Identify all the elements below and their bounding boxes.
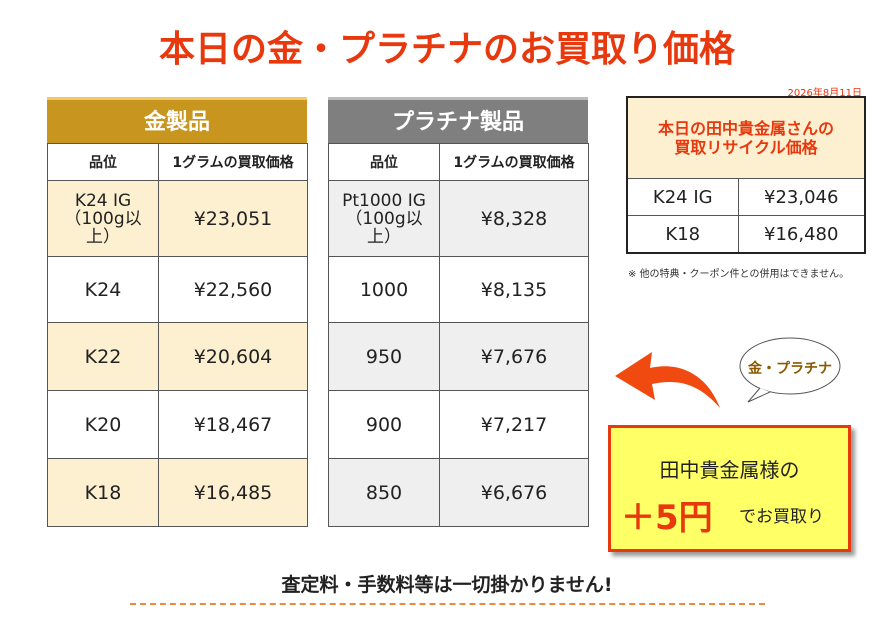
gold-heading: 金製品 [47, 97, 307, 143]
column-header: 1グラムの買取価格 [439, 143, 589, 181]
row: K22 ¥20,604 [47, 322, 308, 391]
row: Pt1000 IG（100g以上） ¥8,328 [328, 180, 589, 257]
reference-table: 本日の田中貴金属さんの 買取リサイクル価格 K24 IG ¥23,046 K18 ¥16,… [626, 96, 866, 254]
price: ¥6,676 [439, 458, 589, 527]
row: 900 ¥7,217 [328, 390, 589, 459]
row: K20 ¥18,467 [47, 390, 308, 459]
price: ¥16,480 [737, 215, 866, 254]
bubble-tail [747, 387, 771, 403]
note: ※ 他の特典・クーポン件との併用はできません。 [628, 269, 850, 280]
heading-line: 買取リサイクル価格 [674, 138, 818, 157]
row: K24 IG（100g以上） ¥23,051 [47, 180, 308, 257]
price: ¥16,485 [158, 458, 308, 527]
price: ¥22,560 [158, 256, 308, 323]
column-header-row: 品位 1グラムの買取価格 [47, 143, 308, 181]
row: 850 ¥6,676 [328, 458, 589, 527]
price: ¥20,604 [158, 322, 308, 391]
price: ¥23,046 [737, 178, 866, 216]
row: K24 ¥22,560 [47, 256, 308, 323]
footer-rule [130, 603, 765, 605]
grade: 850 [328, 458, 440, 527]
grade: K22 [47, 322, 159, 391]
promo-bonus: ＋5円 [621, 498, 713, 538]
date: 2026年8月11日 [787, 88, 862, 99]
grade: K18 [626, 215, 739, 254]
row: K18 ¥16,480 [626, 215, 866, 254]
arrow [615, 352, 720, 408]
column-header: 品位 [47, 143, 159, 181]
grade: 950 [328, 322, 440, 391]
bubble-shape [739, 337, 841, 395]
row: K18 ¥16,485 [47, 458, 308, 527]
platinum-table: 品位 1グラムの買取価格 Pt1000 IG（100g以上） ¥8,328 1000 ¥8… [328, 143, 589, 527]
footer: 査定料・手数料等は一切掛かりません! [281, 574, 613, 596]
grade: K20 [47, 390, 159, 459]
column-header: 1グラムの買取価格 [158, 143, 308, 181]
grade: Pt1000 IG（100g以上） [328, 180, 440, 257]
bubble-text: 金・プラチナ [748, 361, 832, 377]
grade: K24 [47, 256, 159, 323]
gold-table: 品位 1グラムの買取価格 K24 IG（100g以上） ¥23,051 K24 ¥22,5… [47, 143, 308, 527]
column-header: 品位 [328, 143, 440, 181]
row: 1000 ¥8,135 [328, 256, 589, 323]
grade: 1000 [328, 256, 440, 323]
price: ¥18,467 [158, 390, 308, 459]
grade: K18 [47, 458, 159, 527]
heading-row: 本日の田中貴金属さんの 買取リサイクル価格 [626, 96, 866, 179]
grade: K24 IG（100g以上） [47, 180, 159, 257]
price: ¥8,328 [439, 180, 589, 257]
title: 本日の金・プラチナのお買取り価格 [158, 29, 735, 70]
platinum-heading: プラチナ製品 [328, 97, 588, 143]
price: ¥7,676 [439, 322, 589, 391]
row: 950 ¥7,676 [328, 322, 589, 391]
price: ¥7,217 [439, 390, 589, 459]
grade: K24 IG [626, 178, 739, 216]
price: ¥23,051 [158, 180, 308, 257]
promo-line1: 田中貴金属様の [659, 458, 800, 482]
row: K24 IG ¥23,046 [626, 178, 866, 216]
price: ¥8,135 [439, 256, 589, 323]
promo-line2: でお買取り [739, 507, 824, 527]
promo-box: 田中貴金属様の ＋5円 でお買取り [608, 425, 851, 552]
column-header-row: 品位 1グラムの買取価格 [328, 143, 589, 181]
reference-heading: 本日の田中貴金属さんの 買取リサイクル価格 [626, 96, 866, 179]
grade: 900 [328, 390, 440, 459]
heading-line: 本日の田中貴金属さんの [657, 119, 834, 138]
arrow-graphic [615, 337, 841, 408]
